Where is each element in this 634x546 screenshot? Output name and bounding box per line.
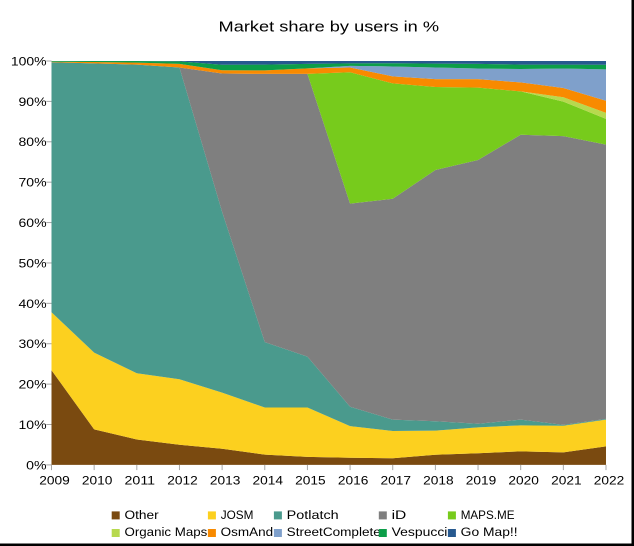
svg-text:2010: 2010 (82, 474, 113, 488)
svg-text:StreetComplete: StreetComplete (287, 525, 381, 539)
svg-text:2018: 2018 (423, 474, 454, 488)
svg-text:2014: 2014 (253, 474, 284, 488)
svg-text:30%: 30% (19, 337, 47, 351)
svg-text:2020: 2020 (508, 474, 539, 488)
svg-text:iD: iD (392, 508, 407, 522)
svg-text:Market share by users in %: Market share by users in % (219, 18, 440, 35)
svg-text:Vespucci: Vespucci (392, 525, 448, 539)
svg-text:2011: 2011 (125, 474, 156, 488)
svg-text:2022: 2022 (594, 474, 625, 488)
svg-text:2015: 2015 (295, 474, 326, 488)
svg-text:2013: 2013 (210, 474, 241, 488)
svg-text:Other: Other (125, 508, 159, 522)
svg-text:50%: 50% (19, 256, 47, 270)
svg-text:Go Map!!: Go Map!! (461, 525, 518, 539)
svg-text:70%: 70% (19, 176, 47, 190)
svg-text:Organic Maps: Organic Maps (125, 525, 208, 539)
svg-text:60%: 60% (19, 216, 47, 230)
svg-text:2009: 2009 (39, 474, 70, 488)
svg-text:MAPS.ME: MAPS.ME (461, 508, 515, 522)
svg-text:90%: 90% (19, 95, 47, 109)
svg-text:OsmAnd: OsmAnd (221, 525, 274, 539)
svg-text:2016: 2016 (338, 474, 369, 488)
svg-text:Potlatch: Potlatch (287, 508, 339, 522)
svg-text:20%: 20% (19, 378, 47, 392)
svg-text:2012: 2012 (167, 474, 198, 488)
svg-text:2017: 2017 (380, 474, 411, 488)
svg-text:10%: 10% (19, 418, 47, 432)
svg-text:2021: 2021 (551, 474, 582, 488)
svg-text:80%: 80% (19, 135, 47, 149)
svg-text:2019: 2019 (466, 474, 497, 488)
svg-text:100%: 100% (11, 54, 47, 68)
svg-text:0%: 0% (26, 458, 46, 472)
svg-text:JOSM: JOSM (221, 508, 254, 522)
svg-text:40%: 40% (19, 297, 47, 311)
